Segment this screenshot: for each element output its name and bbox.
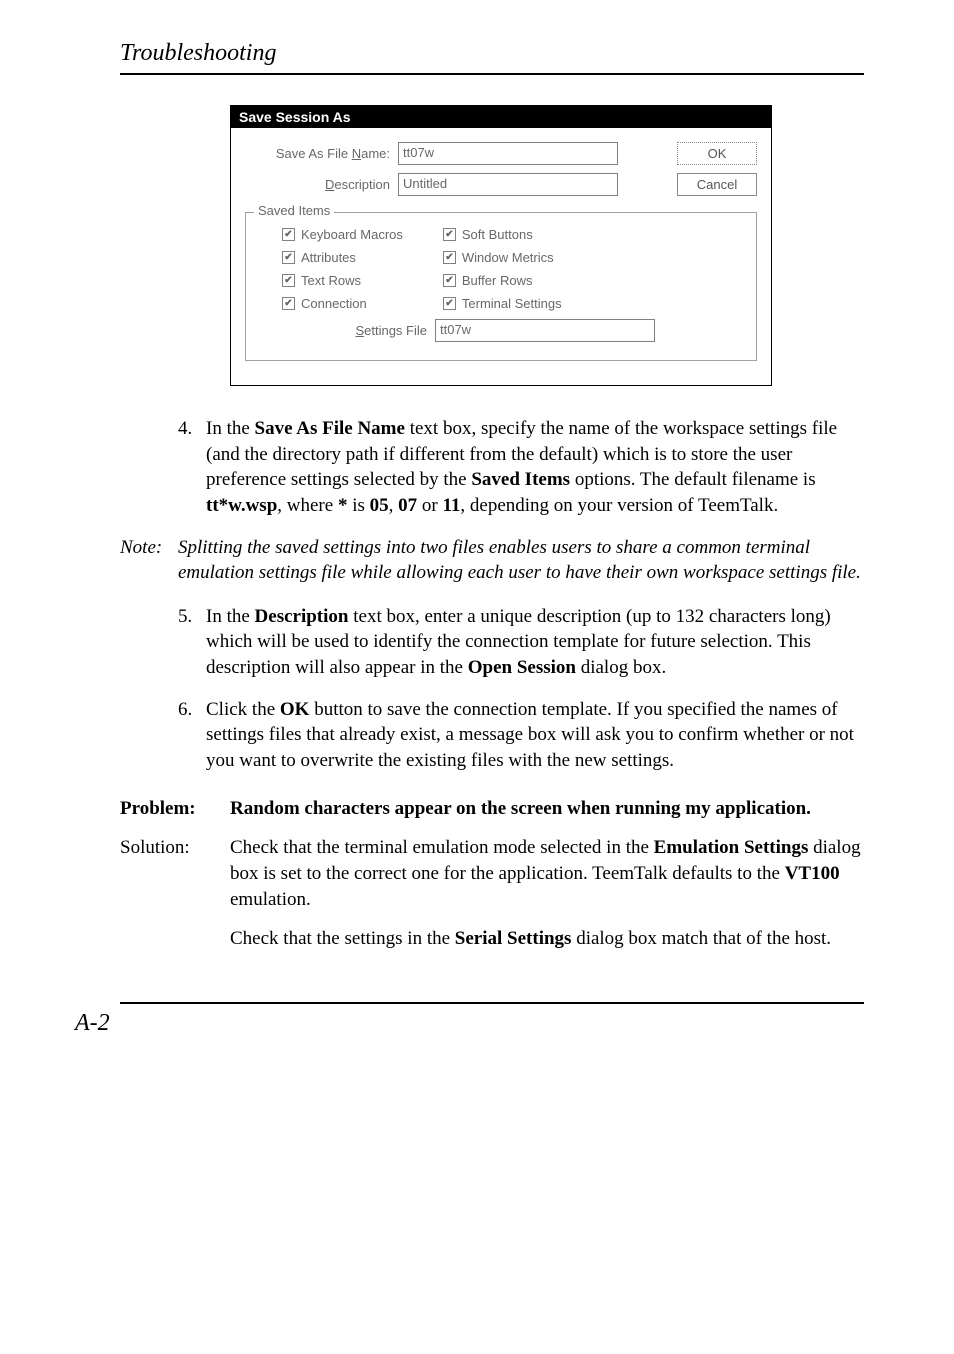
description-label: Description bbox=[245, 177, 390, 192]
checkbox-soft-buttons[interactable]: ✔Soft Buttons bbox=[443, 227, 562, 242]
list-item-5: 5. In the Description text box, enter a … bbox=[178, 604, 864, 681]
settings-file-input[interactable]: tt07w bbox=[435, 319, 655, 342]
save-session-dialog: Save Session As Save As File Name: tt07w… bbox=[230, 105, 772, 386]
footer-rule bbox=[120, 1002, 864, 1004]
checkbox-attributes[interactable]: ✔Attributes bbox=[282, 250, 403, 265]
list-item-6: 6. Click the OK button to save the conne… bbox=[178, 697, 864, 774]
checkbox-terminal-settings[interactable]: ✔Terminal Settings bbox=[443, 296, 562, 311]
page-header: Troubleshooting bbox=[120, 40, 864, 67]
saved-items-fieldset: Saved Items ✔Keyboard Macros ✔Attributes… bbox=[245, 212, 757, 361]
save-as-label: Save As File Name: bbox=[245, 146, 390, 161]
list-item-4: 4. In the Save As File Name text box, sp… bbox=[178, 416, 864, 519]
checkbox-text-rows[interactable]: ✔Text Rows bbox=[282, 273, 403, 288]
settings-file-label: Settings File bbox=[262, 323, 427, 338]
ok-button[interactable]: OK bbox=[677, 142, 757, 165]
checkbox-buffer-rows[interactable]: ✔Buffer Rows bbox=[443, 273, 562, 288]
description-input[interactable]: Untitled bbox=[398, 173, 618, 196]
note-block: Note: Splitting the saved settings into … bbox=[120, 535, 864, 586]
problem-block: Problem: Random characters appear on the… bbox=[120, 796, 864, 822]
page-footer: A-2 bbox=[75, 1010, 864, 1037]
saved-items-legend: Saved Items bbox=[254, 203, 334, 218]
checkbox-keyboard-macros[interactable]: ✔Keyboard Macros bbox=[282, 227, 403, 242]
header-rule bbox=[120, 73, 864, 75]
dialog-titlebar: Save Session As bbox=[231, 106, 771, 128]
cancel-button[interactable]: Cancel bbox=[677, 173, 757, 196]
checkbox-window-metrics[interactable]: ✔Window Metrics bbox=[443, 250, 562, 265]
checkbox-connection[interactable]: ✔Connection bbox=[282, 296, 403, 311]
save-as-input[interactable]: tt07w bbox=[398, 142, 618, 165]
solution-block: Solution: Check that the terminal emulat… bbox=[120, 835, 864, 952]
